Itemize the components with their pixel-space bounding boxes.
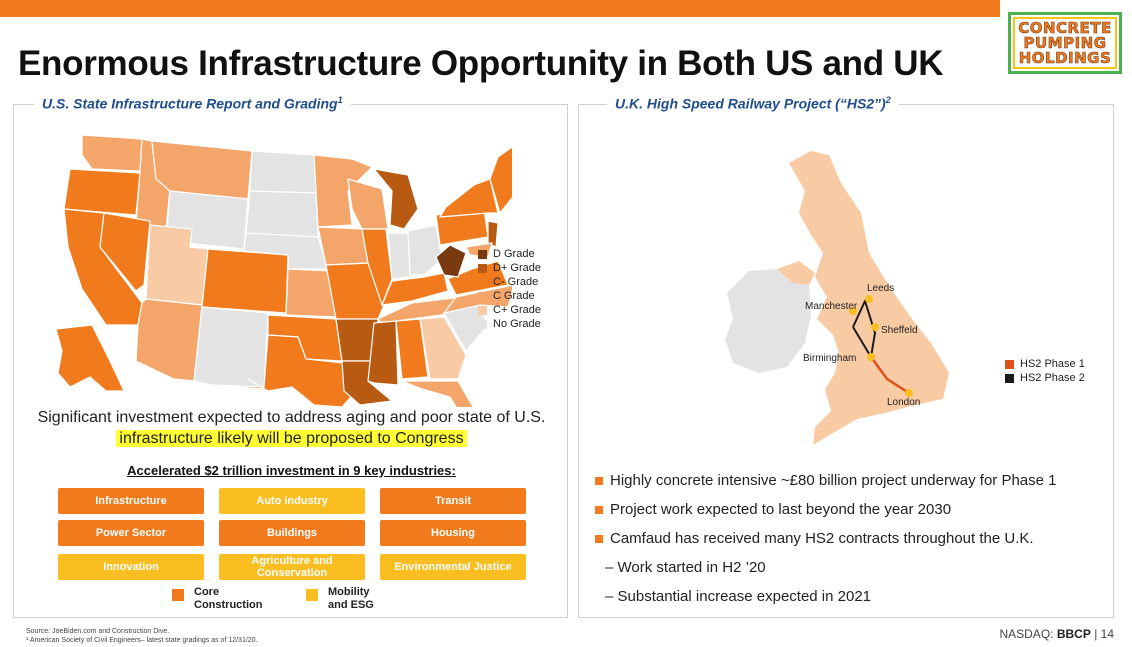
sub-bullet-item: – Work started in H2 ’20 <box>605 559 766 576</box>
page-title: Enormous Infrastructure Opportunity in B… <box>18 44 944 83</box>
legend-item-d: D Grade <box>478 247 541 261</box>
legend-item-d-plus: D+ Grade <box>478 261 541 275</box>
state-new-york <box>438 178 499 218</box>
legend-swatch <box>478 277 487 287</box>
state-west-virginia <box>435 244 467 278</box>
legend-item-c-minus: C- Grade <box>478 275 541 289</box>
state-washington <box>81 134 143 172</box>
sub-bullet-item: – Substantial increase expected in 2021 <box>605 588 872 605</box>
industry-chip-power-sector: Power Sector <box>58 520 204 546</box>
city-marker-sheffield <box>871 323 879 331</box>
logo-text-line-2: PUMPING <box>1023 33 1107 52</box>
investment-statement-line-1: Significant investment expected to addre… <box>37 409 546 426</box>
state-new-england <box>489 146 512 215</box>
ticker-page-footer: NASDAQ: BBCP | 14 <box>999 627 1114 641</box>
logo-text-line-1: CONCRETE <box>1018 18 1112 37</box>
legend-swatch <box>478 319 487 329</box>
city-label-sheffield: Sheffeld <box>881 325 918 336</box>
industry-chip-infrastructure: Infrastructure <box>58 488 204 514</box>
hs2-legend: HS2 Phase 1 HS2 Phase 2 <box>1005 357 1085 385</box>
bullet-marker <box>595 534 603 543</box>
legend-swatch <box>478 305 487 315</box>
city-label-london: London <box>887 397 920 408</box>
state-michigan <box>372 168 419 230</box>
footnote-source: Source: JoeBiden.com and Construction Di… <box>26 628 170 635</box>
legend-swatch <box>478 249 487 259</box>
state-arizona <box>135 298 203 382</box>
legend-swatch <box>1005 359 1014 369</box>
city-marker-leeds <box>865 295 873 303</box>
industry-chip-auto-industry: Auto industry <box>219 488 365 514</box>
industry-chip-housing: Housing <box>380 520 526 546</box>
us-grade-legend: D Grade D+ Grade C- Grade C Grade C+ Gra… <box>478 247 541 331</box>
state-missouri <box>325 262 385 320</box>
footnote-asce: ¹ American Society of Civil Engineers– l… <box>26 637 258 644</box>
state-nevada <box>99 212 151 292</box>
key-swatch-core <box>172 589 184 601</box>
city-label-leeds: Leeds <box>867 283 894 294</box>
state-wisconsin <box>347 178 389 230</box>
industry-chip-agriculture: Agriculture and Conservation <box>219 554 365 580</box>
legend-item-hs2-phase-1: HS2 Phase 1 <box>1005 357 1085 371</box>
key-core-construction: Core Construction <box>172 586 282 612</box>
industry-chip-environmental-justice: Environmental Justice <box>380 554 526 580</box>
legend-item-c: C Grade <box>478 289 541 303</box>
hs2-bullet-list: Highly concrete intensive ~£80 billion p… <box>595 466 1057 611</box>
state-alabama <box>395 318 429 380</box>
bullet-item: Camfaud has received many HS2 contracts … <box>595 524 1057 553</box>
top-accent-bar <box>0 0 1000 17</box>
uk-panel-title: U.K. High Speed Railway Project (“HS2”)2 <box>607 95 899 112</box>
state-ohio <box>407 224 443 276</box>
legend-swatch <box>1005 373 1014 383</box>
industries-subheading: Accelerated $2 trillion investment in 9 … <box>127 463 456 478</box>
us-infrastructure-panel: U.S. State Infrastructure Report and Gra… <box>13 95 569 618</box>
state-alaska <box>55 324 125 392</box>
legend-swatch <box>478 291 487 301</box>
page-number: | 14 <box>1094 627 1114 641</box>
uk-hs2-panel: U.K. High Speed Railway Project (“HS2”)2… <box>578 95 1114 618</box>
state-iowa <box>317 226 369 266</box>
state-georgia <box>419 316 467 380</box>
northern-ireland-landmass <box>777 261 815 285</box>
ticker-symbol: BBCP <box>1056 627 1091 641</box>
bullet-marker <box>595 476 603 485</box>
highlighted-text: infrastructure likely will be proposed t… <box>116 430 467 447</box>
hs2-phase-1-route <box>869 356 910 395</box>
state-oregon <box>63 168 141 216</box>
city-marker-manchester <box>849 307 857 315</box>
legend-item-c-plus: C+ Grade <box>478 303 541 317</box>
city-marker-london <box>905 389 913 397</box>
state-south-dakota <box>245 190 319 238</box>
company-logo: CONCRETE PUMPING HOLDINGS <box>1000 4 1128 80</box>
logo-text-line-3: HOLDINGS <box>1018 48 1112 67</box>
city-marker-birmingham <box>867 353 875 361</box>
state-florida <box>401 380 474 407</box>
state-indiana <box>387 232 411 280</box>
state-mississippi <box>367 320 399 386</box>
bullet-item: Project work expected to last beyond the… <box>595 495 1057 524</box>
uk-hs2-map: Leeds Manchester Sheffeld Birmingham Lon… <box>725 151 949 445</box>
city-label-birmingham: Birmingham <box>803 353 856 364</box>
bullet-marker <box>595 505 603 514</box>
legend-item-hs2-phase-2: HS2 Phase 2 <box>1005 371 1085 385</box>
industry-chip-buildings: Buildings <box>219 520 365 546</box>
legend-item-no-grade: No Grade <box>478 317 541 331</box>
legend-swatch <box>478 263 487 273</box>
bullet-item: Highly concrete intensive ~£80 billion p… <box>595 466 1057 495</box>
key-mobility-esg: Mobility and ESG <box>306 586 416 612</box>
ireland-landmass <box>725 269 811 373</box>
industry-chip-transit: Transit <box>380 488 526 514</box>
us-grading-map <box>55 134 512 407</box>
industry-chip-innovation: Innovation <box>58 554 204 580</box>
us-panel-title: U.S. State Infrastructure Report and Gra… <box>34 95 351 112</box>
key-swatch-mobility <box>306 589 318 601</box>
state-texas <box>211 334 359 407</box>
investment-statement-line-2: infrastructure likely will be proposed t… <box>14 430 569 448</box>
city-label-manchester: Manchester <box>805 301 858 312</box>
state-new-jersey <box>487 220 499 248</box>
state-north-dakota <box>249 150 317 194</box>
state-new-mexico <box>193 306 269 390</box>
state-colorado <box>201 248 289 314</box>
